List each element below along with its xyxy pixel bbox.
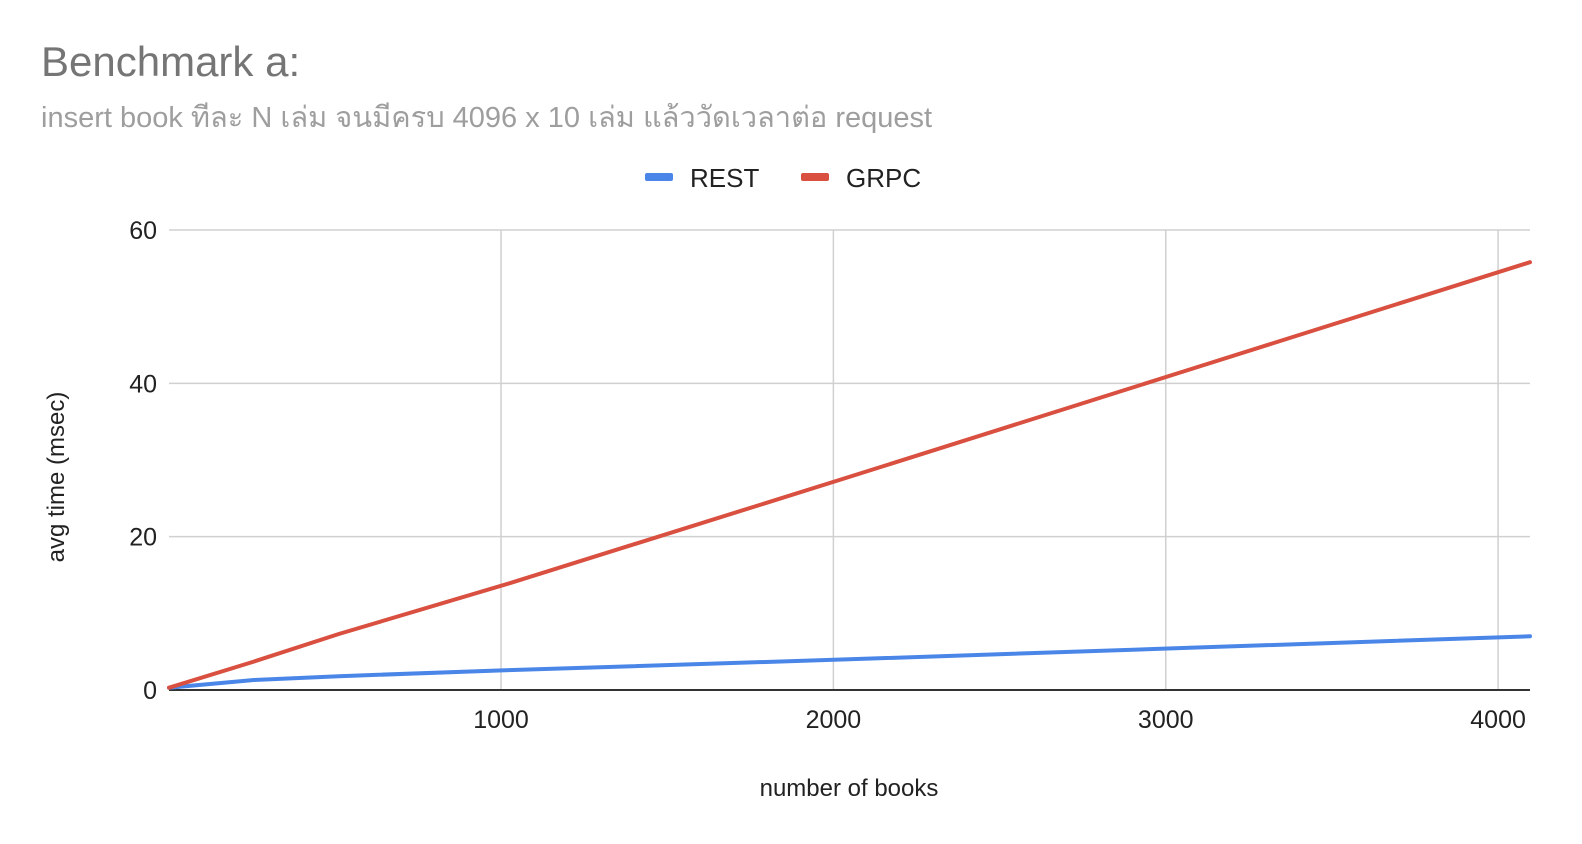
x-axis-label: number of books [760,775,939,802]
x-tick-label: 1000 [473,706,529,734]
legend-swatch-rest [645,173,673,181]
legend: REST GRPC [645,163,921,193]
chart-title: Benchmark a: [41,38,300,85]
legend-swatch-grpc [801,173,829,181]
y-tick-label: 0 [143,677,157,705]
legend-label-rest: REST [690,163,759,193]
y-tick-label: 60 [129,217,157,245]
legend-label-grpc: GRPC [846,163,921,193]
x-tick-label: 4000 [1470,706,1526,734]
y-axis-label: avg time (msec) [43,392,70,563]
tick-labels: 0 20 40 60 1000 2000 3000 4000 [129,217,1526,734]
x-tick-label: 3000 [1138,706,1194,734]
series-lines [167,260,1532,690]
y-tick-label: 40 [129,370,157,398]
chart-subtitle: insert book ทีละ N เล่ม จนมีครบ 4096 x 1… [41,102,932,134]
series-line-rest [167,634,1532,690]
series-line-grpc [167,260,1532,690]
x-tick-label: 2000 [806,706,862,734]
gridlines [169,229,1530,690]
y-tick-label: 20 [129,524,157,552]
